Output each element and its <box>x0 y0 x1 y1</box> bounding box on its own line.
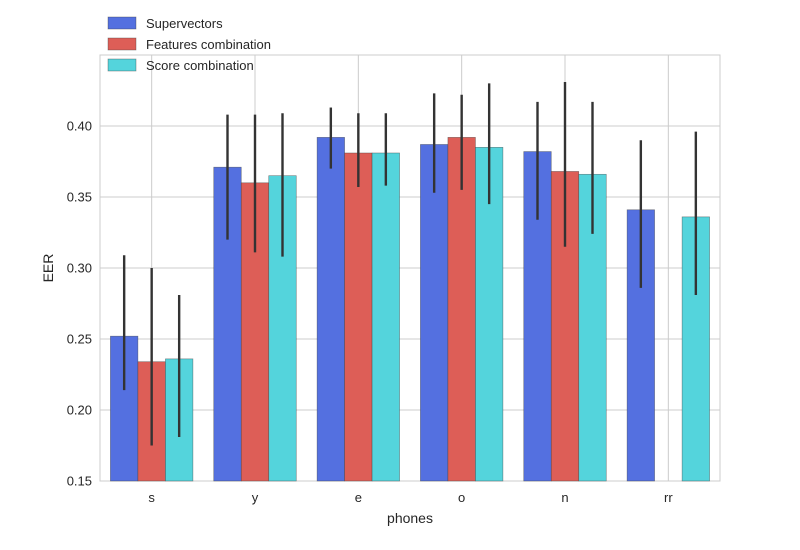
legend-label: Supervectors <box>146 16 223 31</box>
bar <box>447 137 476 482</box>
y-tick-labels: 0.15 0.20 0.25 0.30 0.35 0.40 <box>67 119 92 489</box>
x-axis-label: phones <box>387 510 433 526</box>
y-tick-label: 0.35 <box>67 190 92 205</box>
y-tick-label: 0.15 <box>67 474 92 489</box>
legend-swatch <box>107 37 137 51</box>
x-tick-label: y <box>252 490 259 505</box>
legend-swatch <box>107 58 137 72</box>
bar <box>344 152 373 482</box>
y-axis-label: EER <box>40 254 56 283</box>
y-tick-label: 0.20 <box>67 403 92 418</box>
legend-swatch <box>107 16 137 30</box>
legend-label: Score combination <box>146 58 254 73</box>
bar <box>371 152 400 482</box>
bars <box>110 137 710 482</box>
error-bars <box>122 81 698 446</box>
y-tick-label: 0.30 <box>67 261 92 276</box>
bar <box>420 144 449 482</box>
y-tick-label: 0.40 <box>67 119 92 134</box>
x-tick-label: o <box>458 490 465 505</box>
x-tick-label: e <box>355 490 362 505</box>
x-tick-label: rr <box>664 490 673 505</box>
y-tick-label: 0.25 <box>67 332 92 347</box>
x-tick-label: s <box>148 490 155 505</box>
legend: Supervectors Features combination Score co… <box>107 16 271 73</box>
bar <box>316 137 345 482</box>
x-tick-labels: s y e o n rr <box>148 490 673 505</box>
legend-label: Features combination <box>146 37 271 52</box>
x-tick-label: n <box>561 490 568 505</box>
